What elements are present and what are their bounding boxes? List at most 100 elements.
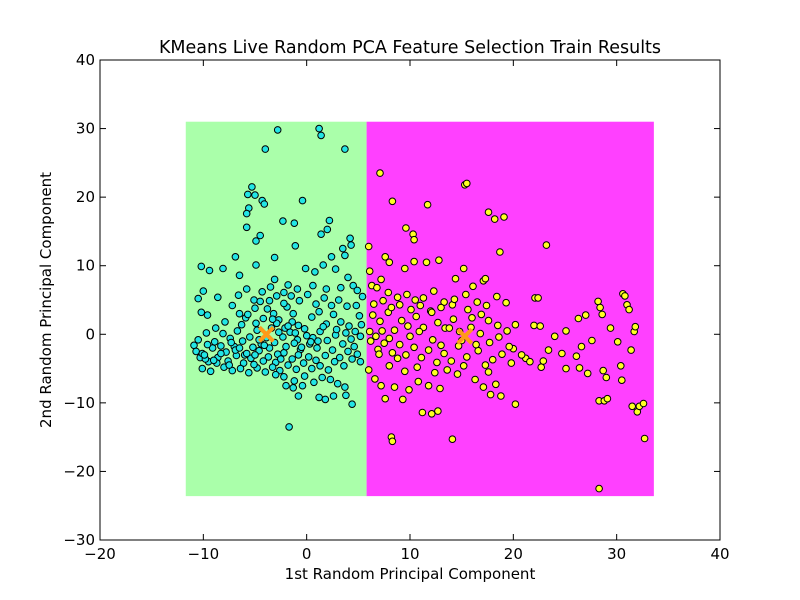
point-cluster-0 <box>263 305 272 313</box>
point-cluster-0 <box>334 296 343 304</box>
point-cluster-1 <box>613 338 622 346</box>
point-cluster-0 <box>352 301 361 310</box>
point-cluster-0 <box>353 286 362 295</box>
point-cluster-0 <box>270 275 279 284</box>
point-cluster-1 <box>577 342 586 351</box>
point-cluster-1 <box>428 336 437 344</box>
point-cluster-0 <box>275 328 283 337</box>
point-cluster-1 <box>505 342 514 351</box>
point-cluster-1 <box>617 362 625 370</box>
point-cluster-1 <box>433 358 441 367</box>
point-cluster-0 <box>270 253 279 262</box>
point-cluster-0 <box>279 217 287 225</box>
point-cluster-0 <box>312 356 320 365</box>
point-cluster-1 <box>390 383 399 391</box>
point-cluster-0 <box>315 124 323 133</box>
point-cluster-1 <box>502 298 510 307</box>
decision-region-0 <box>185 121 367 497</box>
point-cluster-1 <box>377 381 385 390</box>
point-cluster-1 <box>385 362 394 370</box>
point-cluster-0 <box>282 342 290 351</box>
point-cluster-0 <box>312 300 320 308</box>
point-cluster-0 <box>358 292 367 301</box>
x-tick-label: 0 <box>302 545 312 563</box>
point-cluster-1 <box>424 381 433 390</box>
point-cluster-0 <box>271 370 280 379</box>
point-cluster-0 <box>251 304 259 313</box>
point-cluster-0 <box>203 311 212 319</box>
point-cluster-1 <box>364 366 373 374</box>
point-cluster-1 <box>511 400 520 409</box>
point-cluster-1 <box>388 197 397 206</box>
point-cluster-1 <box>503 327 511 335</box>
point-cluster-0 <box>264 353 273 361</box>
point-cluster-0 <box>300 372 309 380</box>
point-cluster-1 <box>430 287 438 295</box>
point-cluster-1 <box>464 305 472 314</box>
x-tick-label: 30 <box>607 545 626 563</box>
point-cluster-0 <box>265 296 274 305</box>
point-cluster-1 <box>427 308 436 317</box>
point-cluster-1 <box>384 288 393 297</box>
x-axis-ticks: −20 −10 0 10 20 30 40 <box>84 60 730 563</box>
point-cluster-0 <box>233 327 242 335</box>
point-cluster-0 <box>219 264 227 273</box>
point-cluster-1 <box>412 312 421 321</box>
point-cluster-0 <box>317 131 325 140</box>
point-cluster-0 <box>342 329 350 337</box>
point-cluster-1 <box>463 179 471 188</box>
point-cluster-1 <box>419 294 428 302</box>
point-cluster-1 <box>530 321 538 330</box>
point-cluster-1 <box>542 241 551 249</box>
point-cluster-1 <box>451 274 460 283</box>
point-cluster-0 <box>209 356 218 365</box>
point-cluster-0 <box>259 314 268 323</box>
point-cluster-1 <box>376 317 384 326</box>
point-cluster-1 <box>621 292 629 300</box>
point-cluster-0 <box>248 183 256 191</box>
point-cluster-0 <box>319 261 328 269</box>
point-cluster-1 <box>602 373 611 382</box>
point-cluster-1 <box>640 434 649 443</box>
point-cluster-0 <box>294 321 303 330</box>
point-cluster-1 <box>445 324 454 332</box>
point-cluster-1 <box>453 370 462 378</box>
point-cluster-0 <box>228 366 237 375</box>
point-cluster-1 <box>534 294 542 302</box>
point-cluster-0 <box>320 294 329 302</box>
point-cluster-1 <box>427 410 436 418</box>
point-cluster-0 <box>294 351 303 359</box>
point-cluster-1 <box>388 437 397 446</box>
point-cluster-0 <box>284 281 292 289</box>
point-cluster-1 <box>381 252 390 261</box>
point-cluster-1 <box>377 275 385 284</box>
point-cluster-1 <box>397 316 406 325</box>
point-cluster-0 <box>280 349 288 357</box>
x-tick-label: 10 <box>400 545 419 563</box>
point-cluster-0 <box>297 343 306 352</box>
point-cluster-1 <box>572 352 581 361</box>
point-cluster-0 <box>217 349 225 358</box>
point-cluster-1 <box>544 346 553 354</box>
point-cluster-1 <box>410 343 418 352</box>
point-cluster-1 <box>418 408 427 417</box>
point-cluster-0 <box>277 355 285 363</box>
point-cluster-0 <box>341 251 349 260</box>
point-cluster-1 <box>410 257 418 266</box>
point-cluster-0 <box>333 379 342 388</box>
point-cluster-0 <box>298 381 307 390</box>
point-cluster-0 <box>245 368 253 377</box>
point-cluster-0 <box>242 209 251 218</box>
point-cluster-1 <box>413 363 422 372</box>
point-cluster-1 <box>372 332 380 341</box>
centroid-marker-1 <box>456 327 474 345</box>
point-cluster-1 <box>369 311 377 319</box>
point-cluster-0 <box>260 200 269 208</box>
point-cluster-0 <box>252 237 260 245</box>
point-cluster-0 <box>356 357 365 366</box>
point-cluster-1 <box>395 301 404 309</box>
point-cluster-1 <box>598 310 607 319</box>
point-cluster-0 <box>268 315 277 324</box>
point-cluster-0 <box>293 285 302 293</box>
point-cluster-1 <box>393 293 402 302</box>
